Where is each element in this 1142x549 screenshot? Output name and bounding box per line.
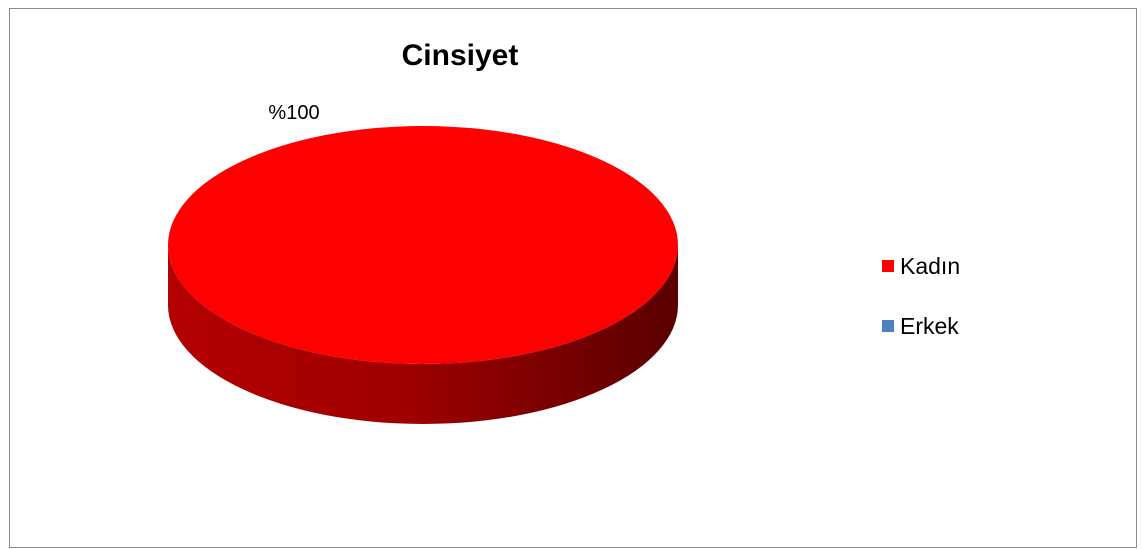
data-label: %100 [268,102,319,124]
legend-swatch-erkek [882,320,894,332]
pie-slice-top [168,126,678,364]
chart-area: Cinsiyet %100 Kadın Erkek [9,8,1137,548]
chart-title: Cinsiyet [401,39,519,72]
legend-label: Kadın [900,252,961,279]
legend-item-kadin: Kadın [882,249,960,283]
legend-label: Erkek [900,312,959,339]
legend: Kadın Erkek [882,249,960,369]
pie-chart: %100 [168,102,678,424]
legend-swatch-kadin [882,260,894,272]
legend-item-erkek: Erkek [882,309,960,343]
pie-slice-side [168,245,678,424]
